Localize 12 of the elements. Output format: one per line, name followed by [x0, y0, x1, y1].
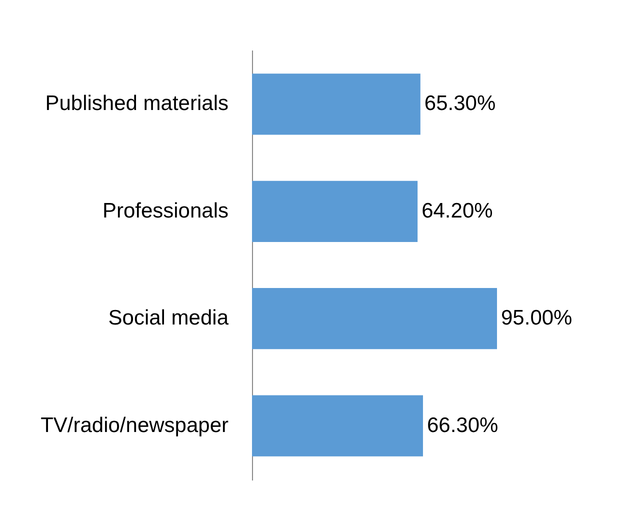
bar [252, 395, 423, 456]
data-label: 64.20% [422, 199, 493, 222]
data-label: 95.00% [501, 306, 572, 330]
data-label: 65.30% [424, 92, 496, 116]
bar [252, 180, 418, 242]
y-tick-label: TV/radio/newspaper [40, 414, 229, 437]
bar [252, 74, 420, 135]
y-tick-label: Published materials [45, 92, 228, 116]
data-label: 66.30% [426, 414, 498, 437]
y-tick-label: Social media [108, 306, 229, 330]
bar [252, 288, 497, 350]
y-tick-label: Professionals [102, 199, 228, 222]
